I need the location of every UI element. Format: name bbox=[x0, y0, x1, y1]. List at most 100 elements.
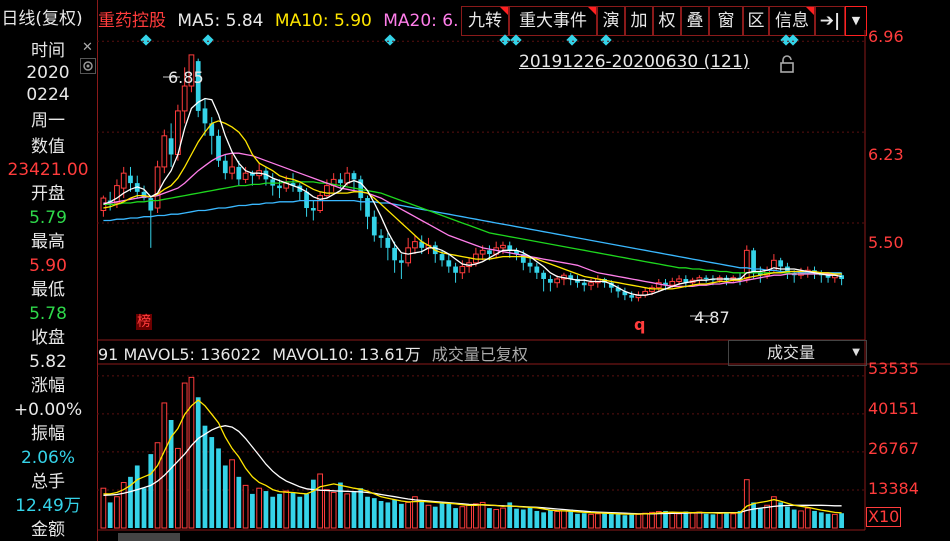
volume-bar-up bbox=[283, 490, 290, 529]
candle-body-up bbox=[459, 266, 466, 274]
volume-bar-down bbox=[818, 512, 824, 528]
period-label[interactable]: 日线(复权) bbox=[1, 9, 83, 29]
candle-body-down bbox=[304, 191, 309, 209]
candle-body-down bbox=[277, 185, 282, 189]
mavol5-line bbox=[103, 399, 842, 515]
close-icon[interactable]: ✕ bbox=[82, 40, 93, 55]
volume-bar-down bbox=[548, 510, 553, 528]
value-label: 数值 bbox=[31, 137, 65, 157]
ranking-badge[interactable]: 榜 bbox=[136, 314, 152, 330]
candle-body-down bbox=[757, 272, 763, 276]
volume-bar-down bbox=[568, 509, 574, 528]
volume-bar-down bbox=[148, 454, 154, 528]
window-button[interactable]: 窗 bbox=[709, 6, 743, 36]
volume-bar-up bbox=[188, 376, 195, 529]
time-weekday: 周一 bbox=[31, 111, 65, 131]
candle-body-down bbox=[778, 260, 784, 267]
value-number: 23421.00 bbox=[7, 160, 89, 180]
candle-body-down bbox=[338, 179, 343, 184]
major-events-button[interactable]: 重大事件 bbox=[509, 6, 597, 36]
corner-flag-icon bbox=[806, 7, 814, 15]
candle-body-down bbox=[622, 291, 628, 296]
volume-bar-up bbox=[764, 504, 770, 529]
jiuzhuan-label: 九转 bbox=[468, 11, 502, 31]
volume-bar-up bbox=[466, 504, 472, 529]
candle-body-down bbox=[351, 173, 357, 180]
corner-flag-icon bbox=[500, 7, 508, 15]
volume-bar-down bbox=[310, 479, 316, 528]
volume-bar-up bbox=[479, 501, 486, 529]
volume-bar-up bbox=[594, 513, 601, 529]
candle-body-up bbox=[669, 280, 676, 286]
volume-bar-up bbox=[493, 509, 500, 529]
total-volume-value: 12.49万 bbox=[15, 496, 81, 516]
candle-body-down bbox=[446, 260, 452, 267]
volume-bar-up bbox=[676, 513, 682, 529]
volume-bar-up bbox=[114, 496, 120, 529]
candle-body-up bbox=[649, 287, 655, 292]
volume-bar-up bbox=[161, 402, 168, 529]
horizontal-scrollbar[interactable] bbox=[118, 533, 180, 541]
rights-button[interactable]: 权 bbox=[653, 6, 681, 36]
volume-bar-down bbox=[202, 425, 208, 528]
volume-bar-down bbox=[785, 506, 790, 528]
volume-bar-down bbox=[195, 397, 201, 528]
volume-bar-down bbox=[250, 493, 255, 528]
q-marker[interactable]: q bbox=[634, 315, 646, 334]
candle-body-down bbox=[608, 282, 614, 288]
price-tick: 5.50 bbox=[868, 233, 904, 252]
ma-lines bbox=[103, 97, 842, 296]
add-label: 加 bbox=[630, 11, 648, 31]
demo-button[interactable]: 演 bbox=[597, 6, 625, 36]
corner-flag-icon bbox=[588, 7, 596, 15]
volume-bar-down bbox=[608, 512, 614, 528]
volume-bar-down bbox=[615, 514, 621, 528]
volume-bar-down bbox=[358, 488, 364, 528]
amplitude-label: 振幅 bbox=[31, 424, 65, 444]
range-button[interactable]: 区 bbox=[743, 6, 769, 36]
high-price-annotation: 6.85 bbox=[168, 68, 204, 87]
candle-body-up bbox=[317, 195, 323, 212]
candle-body-down bbox=[148, 198, 154, 211]
volume-bar-down bbox=[399, 503, 404, 528]
volume-dropdown-label: 成交量 bbox=[767, 343, 816, 362]
overlay-button[interactable]: 叠 bbox=[681, 6, 709, 36]
candle-body-down bbox=[541, 272, 546, 279]
mavol5-readout: MAVOL5: 136022 bbox=[123, 345, 262, 364]
candle-body-up bbox=[344, 172, 351, 184]
stock-name[interactable]: 重药控股 bbox=[98, 11, 166, 31]
volume-adjusted-note: 成交量已复权 bbox=[431, 345, 528, 364]
info-button[interactable]: 信息 bbox=[769, 6, 815, 36]
candle-body-down bbox=[439, 254, 445, 261]
candle-body-down bbox=[168, 138, 174, 155]
volume-bar-down bbox=[791, 509, 797, 528]
candle-body-down bbox=[534, 266, 540, 273]
rights-label: 权 bbox=[658, 11, 676, 31]
jiuzhuan-button[interactable]: 九转 bbox=[461, 6, 509, 36]
candle-body-down bbox=[236, 166, 242, 180]
candle-body-up bbox=[479, 249, 486, 255]
ma60-line bbox=[103, 181, 842, 275]
candle-body-down bbox=[615, 287, 621, 292]
lock-icon[interactable] bbox=[779, 55, 795, 77]
candle-body-up bbox=[676, 278, 682, 282]
chevron-down-icon[interactable]: ▼ bbox=[845, 6, 867, 36]
candle-body-up bbox=[154, 166, 161, 209]
volume-bar-up bbox=[412, 496, 418, 529]
volume-bar-down bbox=[703, 513, 709, 528]
volume-bar-up bbox=[100, 487, 107, 529]
collapse-arrow-icon[interactable]: ➔| bbox=[815, 6, 845, 36]
mavol10-readout: MAVOL10: 13.61万 bbox=[272, 345, 421, 364]
volume-bar-down bbox=[839, 513, 844, 528]
mavol10-line bbox=[103, 425, 842, 515]
add-button[interactable]: 加 bbox=[625, 6, 653, 36]
volume-bar-up bbox=[669, 511, 676, 529]
volume-bar-up bbox=[554, 511, 561, 529]
volume-indicator-dropdown[interactable]: 成交量 ▼ bbox=[728, 340, 867, 366]
gear-icon[interactable] bbox=[80, 58, 96, 78]
candle-body-down bbox=[202, 108, 208, 124]
date-range-label[interactable]: 20191226-20200630 (121) bbox=[519, 52, 750, 72]
volume-bar-down bbox=[825, 513, 831, 528]
volume-bar-down bbox=[209, 437, 215, 528]
